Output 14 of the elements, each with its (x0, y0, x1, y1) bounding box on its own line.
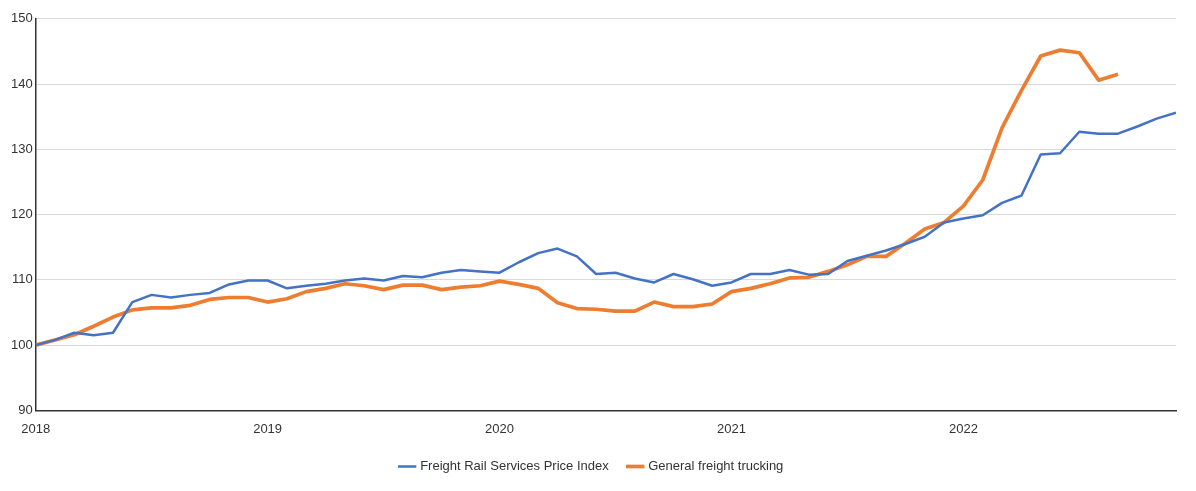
x-tick-label: 2020 (485, 420, 515, 436)
y-tick-label: 100 (10, 336, 33, 352)
y-tick-label: 130 (10, 140, 33, 156)
y-tick-label: 150 (10, 10, 33, 26)
y-tick-label: 90 (18, 401, 33, 417)
legend-label: Freight Rail Services Price Index (420, 458, 610, 474)
y-tick-label: 140 (10, 75, 33, 91)
x-tick-label: 2019 (253, 420, 283, 436)
y-tick-label: 110 (11, 271, 33, 287)
y-tick-label: 120 (10, 206, 33, 222)
x-tick-label: 2018 (21, 420, 51, 436)
legend-label: General freight trucking (648, 458, 784, 474)
x-tick-label: 2021 (717, 420, 746, 436)
x-tick-label: 2022 (948, 420, 978, 436)
